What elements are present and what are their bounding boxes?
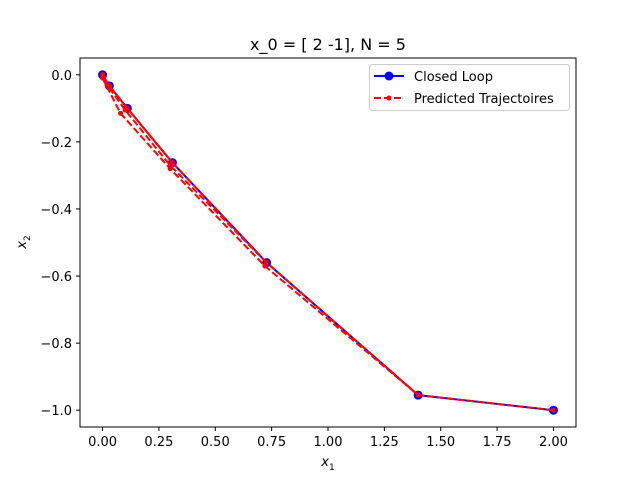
legend-box <box>369 64 570 111</box>
legend-label-closed-loop: Closed Loop <box>414 70 493 85</box>
predicted-trajectory-point <box>118 110 124 116</box>
x-tick-label: 1.50 <box>426 435 455 450</box>
x-tick-label: 1.75 <box>483 435 512 450</box>
axis-ticks: 0.00 0.25 0.50 0.75 1.00 1.25 1.50 1.75 2.00 0.0 −… <box>40 69 568 450</box>
predicted-trajectory-point <box>124 105 130 111</box>
predicted-trajectory-point <box>550 407 556 413</box>
predicted-trajectory-point <box>264 260 270 266</box>
predicted-trajectory-point <box>106 83 112 89</box>
y-axis-title-base: x <box>15 241 30 250</box>
legend: Closed Loop Predicted Trajectoires <box>369 64 570 111</box>
y-tick-label: −1.0 <box>40 404 72 419</box>
y-axis-title-sub: 2 <box>23 235 33 241</box>
y-tick-label: −0.6 <box>40 270 72 285</box>
x-tick-label: 2.00 <box>539 435 568 450</box>
x-tick-label: 0.50 <box>201 435 230 450</box>
legend-marker-closed-loop <box>384 71 394 81</box>
y-axis-title: x2 <box>15 235 33 249</box>
chart-title: x_0 = [ 2 -1], N = 5 <box>250 35 406 55</box>
y-tick-label: −0.2 <box>40 136 72 151</box>
predicted-trajectory-line <box>101 77 554 412</box>
x-tick-label: 0.25 <box>144 435 173 450</box>
x-tick-label: 1.00 <box>314 435 343 450</box>
predicted-trajectory-point <box>100 72 106 78</box>
x-tick-label: 0.00 <box>88 435 117 450</box>
x-axis-title-sub: 1 <box>329 463 335 473</box>
x-axis-title-base: x <box>320 455 329 470</box>
predicted-trajectory-point <box>169 160 175 166</box>
plot-area <box>98 70 558 415</box>
y-tick-label: 0.0 <box>51 69 72 84</box>
x-tick-label: 0.75 <box>257 435 286 450</box>
x-tick-label: 1.25 <box>370 435 399 450</box>
legend-label-predicted: Predicted Trajectoires <box>414 92 554 107</box>
y-tick-label: −0.4 <box>40 203 72 218</box>
predicted-trajectory-point <box>415 392 421 398</box>
axes-frame <box>79 57 577 428</box>
y-tick-label: −0.8 <box>40 337 72 352</box>
legend-marker-predicted <box>386 95 392 101</box>
x-axis-title: x1 <box>320 455 334 473</box>
